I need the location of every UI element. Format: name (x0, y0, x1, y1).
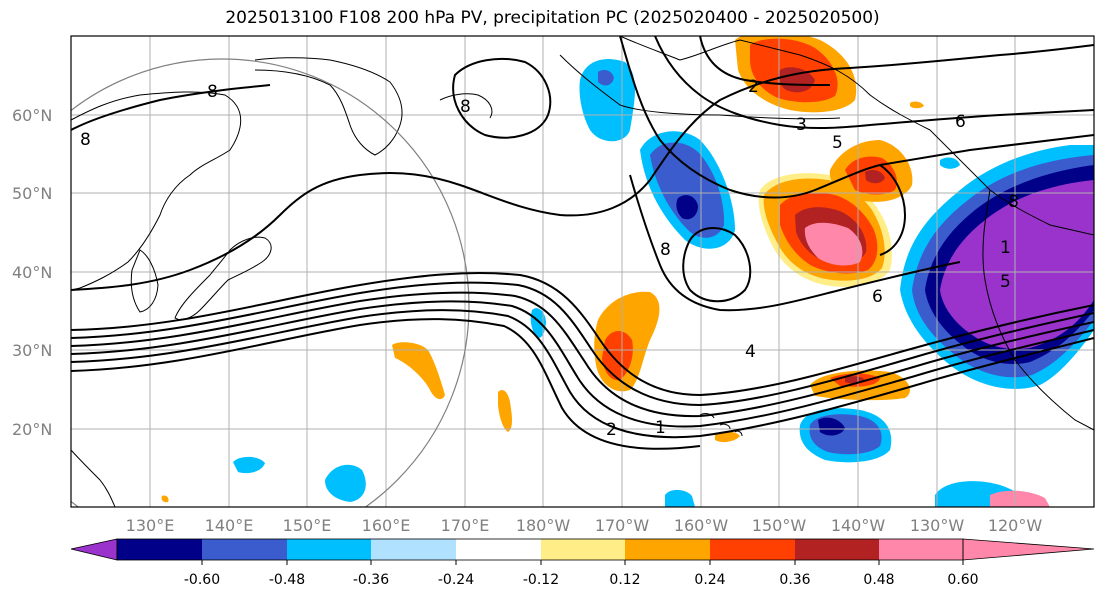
colorbar-segment (202, 539, 287, 560)
lon-label: 170°E (441, 516, 490, 535)
negative-patch-aleutian (579, 59, 635, 142)
contour-label: 3 (796, 115, 807, 135)
contour-label: 4 (745, 342, 756, 362)
lon-label: 140°W (831, 516, 886, 535)
colorbar-frame (116, 538, 964, 561)
contour-label: 2 (748, 77, 759, 97)
contour-label: 8 (80, 130, 91, 150)
lon-label: 160°W (674, 516, 729, 535)
colorbar-ticks (201, 560, 964, 565)
lat-label-40n: 40°N (12, 263, 52, 282)
contour-label: 2 (606, 420, 617, 440)
coast-alaska (619, 36, 1094, 236)
contour-label: 6 (872, 287, 883, 307)
colorbar-tick-label: -0.60 (184, 572, 220, 588)
longitude-labels: 130°E 140°E 150°E 160°E 170°E 180°W 170°… (126, 516, 1043, 535)
latitude-labels: 60°N 50°N 40°N 30°N 20°N (12, 106, 52, 439)
range-circle (71, 58, 470, 507)
colorbar-segment (456, 539, 541, 560)
coast-kamchatka (254, 57, 403, 156)
contour-label-group: 8 8 8 8 2 3 5 6 6 8 1 5 4 2 1 (80, 77, 1019, 440)
lon-label: 140°E (205, 516, 254, 535)
contour-label: 5 (1000, 272, 1011, 292)
colorbar-tick-label: -0.12 (523, 572, 559, 588)
coast-aleutians (559, 54, 841, 120)
lon-label: 130°E (126, 516, 175, 535)
map-frame (70, 35, 1095, 508)
lon-label: 180°W (516, 516, 571, 535)
lon-label: 150°W (752, 516, 807, 535)
contour-label: 6 (955, 112, 966, 132)
lon-label: 130°W (910, 516, 965, 535)
colorbar-segment (795, 539, 879, 560)
colorbar-segment (287, 539, 371, 560)
coast-asia (71, 91, 242, 291)
colorbar: -0.60 -0.48 -0.36 -0.24 -0.12 0.12 0.24 … (70, 538, 1095, 588)
pv-contour-asia-8 (71, 44, 1094, 291)
coast-japan (174, 236, 272, 321)
colorbar-tick-label: 0.36 (779, 572, 810, 588)
lat-label-50n: 50°N (12, 184, 52, 203)
colorbar-segment (541, 539, 625, 560)
coast-korea (130, 249, 159, 313)
lon-label: 160°E (362, 516, 411, 535)
colorbar-segment (879, 539, 963, 560)
lon-label: 120°W (988, 516, 1043, 535)
pv-contour-jet-1 (71, 272, 1094, 397)
colorbar-extend-low (70, 538, 118, 561)
pv-contour-ridge-8 (452, 57, 552, 139)
map-plot-area: 8 8 8 8 2 3 5 6 6 8 1 5 4 2 1 (71, 36, 1094, 507)
colorbar-segment (710, 539, 795, 560)
lon-label: 170°W (595, 516, 650, 535)
map-title: 2025013100 F108 200 hPa PV, precipitatio… (225, 8, 880, 28)
colorbar-tick-label: 0.48 (863, 572, 894, 588)
contour-label: 1 (1000, 238, 1011, 258)
contour-label: 8 (1008, 192, 1019, 212)
lon-label: 150°E (283, 516, 332, 535)
colorbar-segment (117, 539, 202, 560)
contour-label: 8 (460, 97, 471, 117)
pv-contours (71, 36, 1094, 450)
contour-label: 8 (207, 82, 218, 102)
colorbar-segment (625, 539, 710, 560)
colorbar-tick-label: -0.36 (353, 572, 389, 588)
contour-label: 8 (660, 240, 671, 260)
colorbar-segment (371, 539, 456, 560)
lat-label-20n: 20°N (12, 420, 52, 439)
colorbar-tick-label: 0.12 (609, 572, 640, 588)
colorbar-tick-label: 0.60 (947, 572, 978, 588)
lat-label-60n: 60°N (12, 106, 52, 125)
lat-label-30n: 30°N (12, 341, 52, 360)
colorbar-extend-high (962, 538, 1095, 561)
gridlines (71, 36, 1094, 507)
precipitation-shading (161, 36, 1094, 507)
colorbar-tick-label: -0.48 (269, 572, 305, 588)
colorbar-tick-label: 0.24 (694, 572, 725, 588)
contour-label: 5 (832, 133, 843, 153)
colorbar-tick-label: -0.24 (438, 572, 474, 588)
contour-label: 1 (655, 418, 666, 438)
